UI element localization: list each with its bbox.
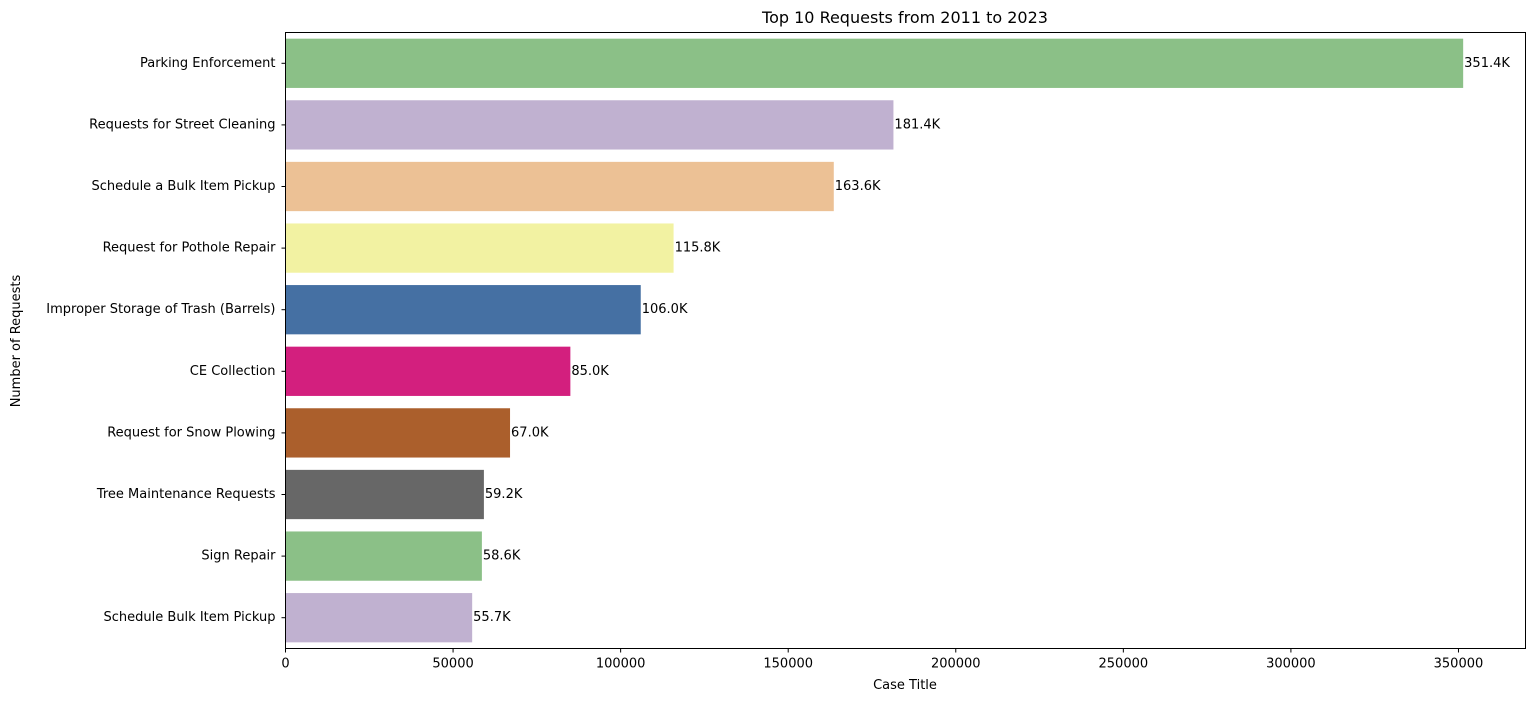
x-tick-label: 300000: [1266, 657, 1316, 672]
data-label-10: 55.7K: [473, 610, 511, 625]
bar-5: [285, 285, 641, 335]
x-tick-label: 50000: [432, 657, 473, 672]
x-ticks-group: 0 50000 100000 150000 200000 250000 300000 3500…: [281, 648, 1484, 672]
y-tick-label: Improper Storage of Trash (Barrels): [46, 302, 275, 317]
x-tick-label: 350000: [1434, 657, 1484, 672]
data-label-3: 163.6K: [835, 179, 881, 194]
data-label-7: 67.0K: [511, 425, 549, 440]
bar-10: [285, 593, 473, 643]
bar-1: [285, 38, 1464, 88]
data-label-8: 59.2K: [485, 487, 523, 502]
x-tick-label: 0: [281, 657, 289, 672]
data-label-1: 351.4K: [1464, 56, 1510, 71]
bar-7: [285, 408, 511, 458]
plot-frame: [285, 32, 1526, 649]
data-label-6: 85.0K: [571, 364, 609, 379]
x-tick-label: 100000: [596, 657, 646, 672]
y-tick-label: Request for Snow Plowing: [107, 425, 275, 440]
y-tick-label: Request for Pothole Repair: [103, 241, 277, 256]
bar-3: [285, 161, 834, 212]
x-tick-label: 150000: [763, 657, 813, 672]
data-labels-group: 351.4K 181.4K 163.6K 115.8K 106.0K 85.0K 67.0K…: [473, 56, 1510, 625]
data-label-4: 115.8K: [675, 241, 721, 256]
bar-4: [285, 223, 674, 273]
data-label-9: 58.6K: [483, 549, 521, 564]
bar-6: [285, 346, 571, 396]
y-tick-label: Tree Maintenance Requests: [96, 487, 276, 502]
y-tick-label: Sign Repair: [201, 549, 276, 564]
bars-group: [285, 38, 1464, 643]
y-axis-label: Number of Requests: [9, 274, 24, 407]
bar-9: [285, 531, 482, 581]
bar-8: [285, 469, 484, 520]
y-tick-label: Requests for Street Cleaning: [89, 117, 275, 132]
x-axis-label: Case Title: [873, 678, 937, 693]
chart-title: Top 10 Requests from 2011 to 2023: [761, 8, 1048, 27]
bar-2: [285, 100, 894, 150]
x-tick-label: 200000: [931, 657, 981, 672]
data-label-5: 106.0K: [642, 302, 688, 317]
y-tick-label: Schedule a Bulk Item Pickup: [91, 179, 275, 194]
y-tick-labels-group: Parking Enforcement Requests for Street C…: [46, 56, 286, 625]
y-tick-label: Parking Enforcement: [140, 56, 276, 71]
data-label-2: 181.4K: [894, 117, 940, 132]
y-tick-label: CE Collection: [190, 364, 276, 379]
y-tick-label: Schedule Bulk Item Pickup: [104, 610, 276, 625]
x-tick-label: 250000: [1099, 657, 1149, 672]
